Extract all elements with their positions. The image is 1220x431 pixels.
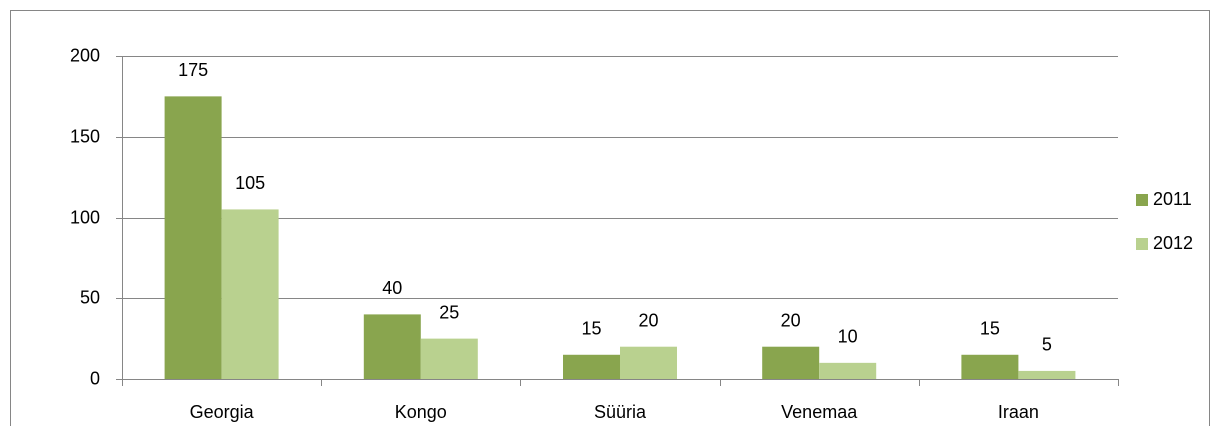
data-label: 20 xyxy=(638,310,658,330)
bar xyxy=(819,362,877,379)
bar xyxy=(363,314,421,379)
y-tick-label: 150 xyxy=(70,126,100,146)
x-tick-label: Süüria xyxy=(594,402,647,422)
data-label: 40 xyxy=(382,278,402,298)
data-label: 5 xyxy=(1042,335,1052,355)
legend-swatch xyxy=(1136,194,1148,206)
y-tick-label: 200 xyxy=(70,45,100,65)
data-label: 15 xyxy=(980,319,1000,339)
legend-label: 2011 xyxy=(1153,189,1192,209)
data-label: 10 xyxy=(838,327,858,347)
x-tick-label: Iraan xyxy=(998,402,1039,422)
data-label: 175 xyxy=(178,60,208,80)
bar xyxy=(762,346,820,379)
x-tick-label: Kongo xyxy=(395,402,447,422)
chart-frame xyxy=(10,10,1210,426)
bar xyxy=(420,338,478,379)
y-tick-label: 50 xyxy=(80,287,100,307)
bar xyxy=(620,346,677,379)
bar xyxy=(221,209,279,379)
x-tick-label: Georgia xyxy=(190,402,255,422)
data-label: 25 xyxy=(439,302,459,322)
data-label: 15 xyxy=(581,319,601,339)
legend-swatch xyxy=(1136,238,1148,250)
x-tick-label: Venemaa xyxy=(781,402,858,422)
bar xyxy=(164,96,222,379)
data-label: 105 xyxy=(235,173,265,193)
bar xyxy=(961,354,1019,379)
bar xyxy=(563,354,620,379)
y-tick-label: 100 xyxy=(70,207,100,227)
legend-label: 2012 xyxy=(1153,233,1193,253)
bar xyxy=(1018,370,1076,379)
data-label: 20 xyxy=(781,310,801,330)
y-tick-label: 0 xyxy=(90,368,100,388)
